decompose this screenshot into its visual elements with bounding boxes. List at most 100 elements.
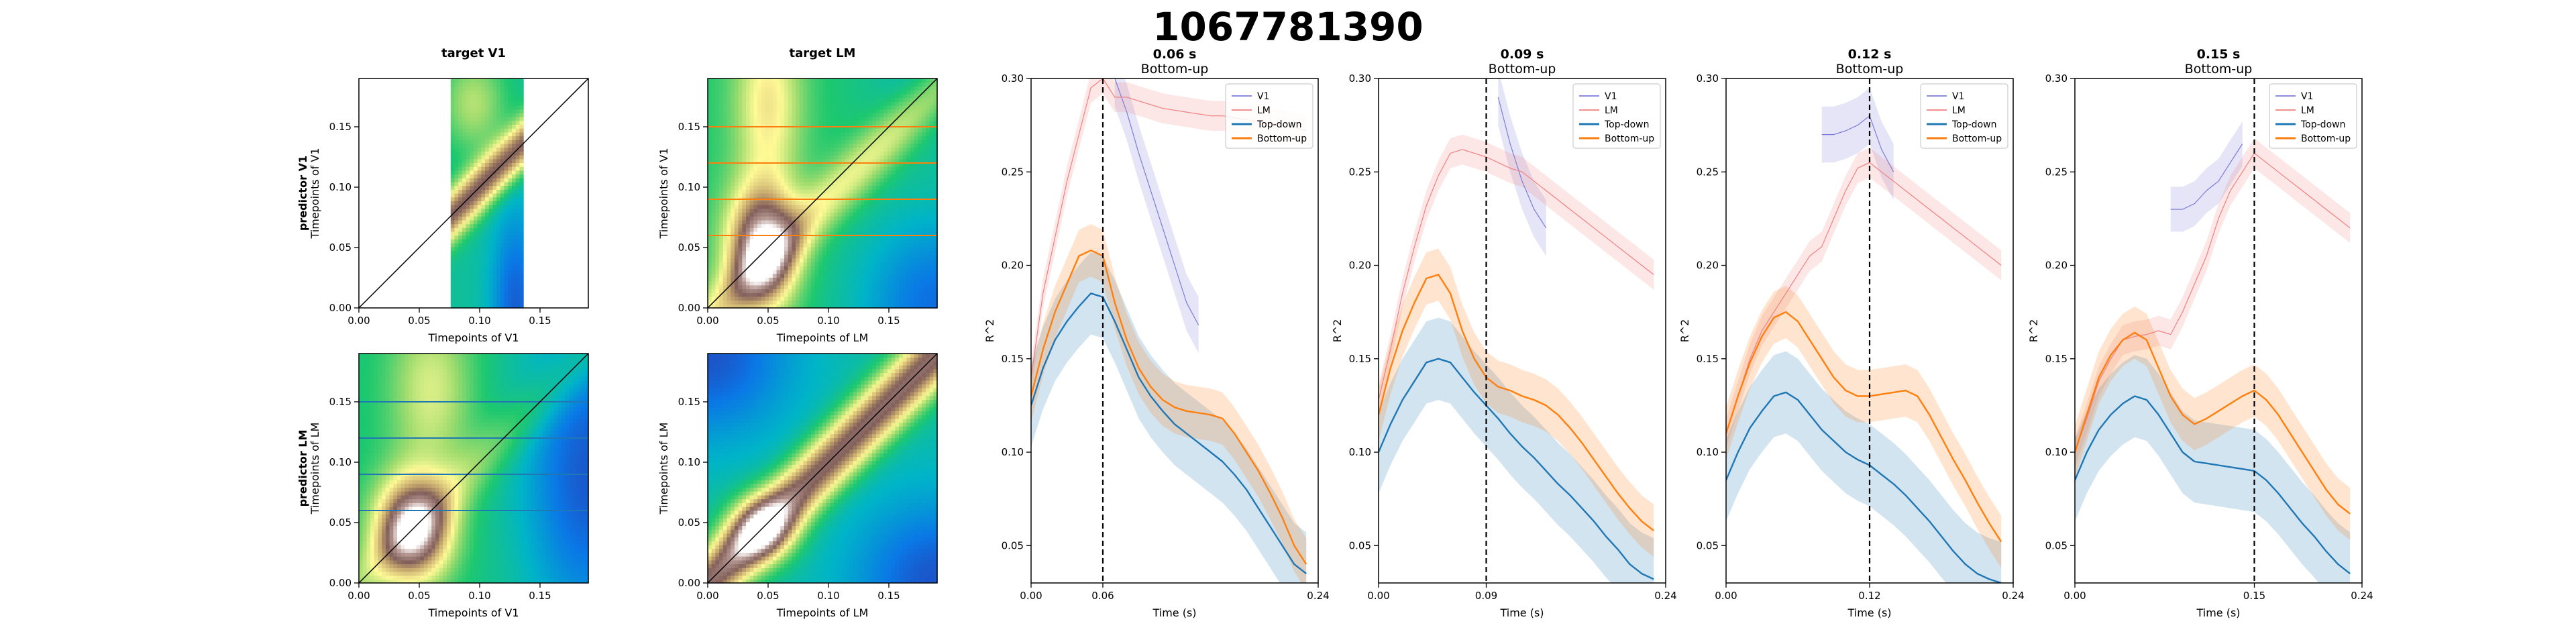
heatmap-cell [712,78,716,83]
heatmap-cell [715,285,719,289]
heatmap-cell [519,189,523,193]
heatmap-cell [930,258,934,262]
heatmap-cell [876,121,880,125]
heatmap-cell [481,148,485,152]
heatmap-cell [930,213,934,217]
heatmap-cell [512,270,516,274]
heatmap-cell [451,151,455,155]
heatmap-cell [830,193,834,197]
heatmap-cell [830,144,834,148]
heatmap-cell [773,155,777,159]
heatmap-cell [930,262,934,266]
heatmap-cell [715,140,719,144]
heatmap-cell [470,140,474,144]
heatmap-cell [719,182,723,186]
heatmap-cell [493,289,497,293]
heatmap-cell [462,292,466,297]
heatmap-cell [922,205,926,209]
heatmap-cell [811,121,815,125]
heatmap-cell [489,205,493,209]
heatmap-cell [451,301,455,305]
heatmap-cell [366,403,370,407]
heatmap-cell [470,151,474,155]
heatmap-cell [853,289,857,293]
heatmap-cell [366,495,370,499]
heatmap-cell [481,105,485,109]
heatmap-cell [926,128,930,132]
heatmap-cell [757,201,761,205]
heatmap-cell [838,247,842,251]
heatmap-cell [735,239,739,243]
heatmap-cell [811,78,815,83]
heatmap-cell [723,262,727,266]
heatmap-cell [366,449,370,453]
heatmap-cell [815,186,819,190]
heatmap-cell [458,227,462,231]
heatmap-cell [478,281,482,285]
heatmap-cell [478,109,482,113]
heatmap-cell [359,407,363,411]
heatmap-cell [883,258,888,262]
heatmap-cell [765,254,769,258]
heatmap-cell [485,136,489,140]
heatmap-cell [876,155,880,159]
heatmap-cell [478,231,482,235]
heatmap-cell [826,86,830,90]
heatmap-cell [708,297,712,301]
heatmap-cell [504,224,508,228]
heatmap-cell [822,117,826,121]
heatmap-cell [804,148,808,152]
heatmap-cell [883,193,888,197]
heatmap-cell [872,220,876,224]
heatmap-cell [876,227,880,231]
heatmap-cell [735,101,739,105]
heatmap-cell [746,239,750,243]
heatmap-cell [883,209,888,213]
heatmap-cell [363,392,367,396]
heatmap-cell [742,227,746,231]
heatmap-cell [906,201,910,205]
heatmap-cell [715,209,719,213]
heatmap-cell [796,189,800,193]
heatmap-cell [842,101,846,105]
heatmap-cell [708,193,712,197]
heatmap-cell [811,216,815,220]
heatmap-cell [853,86,857,90]
heatmap-cell [910,109,914,113]
heatmap-cell [451,258,455,262]
heatmap-cell [366,376,370,380]
heatmap-cell [906,155,910,159]
heatmap-cell [822,136,826,140]
heatmap-cell [455,105,459,109]
heatmap-cell [876,94,880,98]
heatmap-cell [804,78,808,83]
heatmap-cell [888,144,892,148]
heatmap-cell [757,285,761,289]
heatmap-cell [708,182,712,186]
heatmap-cell [765,193,769,197]
heatmap-cell [826,254,830,258]
heatmap-cell [899,281,903,285]
heatmap-cell [746,98,750,102]
heatmap-cell [723,254,727,258]
heatmap-cell [478,197,482,201]
heatmap-cell [773,266,777,270]
heatmap-cell [868,174,872,178]
heatmap-cell [804,178,808,182]
heatmap-cell [857,90,861,94]
heatmap-cell [807,117,811,121]
heatmap-cell [489,159,493,163]
heatmap-cell [750,243,754,247]
heatmap-cell [470,113,474,117]
heatmap-cell [796,209,800,213]
heatmap-cell [784,128,788,132]
heatmap-cell [735,266,739,270]
heatmap-cell [876,216,880,220]
heatmap-cell [363,502,367,506]
heatmap-cell [849,140,853,144]
heatmap-cell [910,289,914,293]
heatmap-cell [496,197,500,201]
heatmap-cell [822,174,826,178]
heatmap-cell [853,132,857,136]
